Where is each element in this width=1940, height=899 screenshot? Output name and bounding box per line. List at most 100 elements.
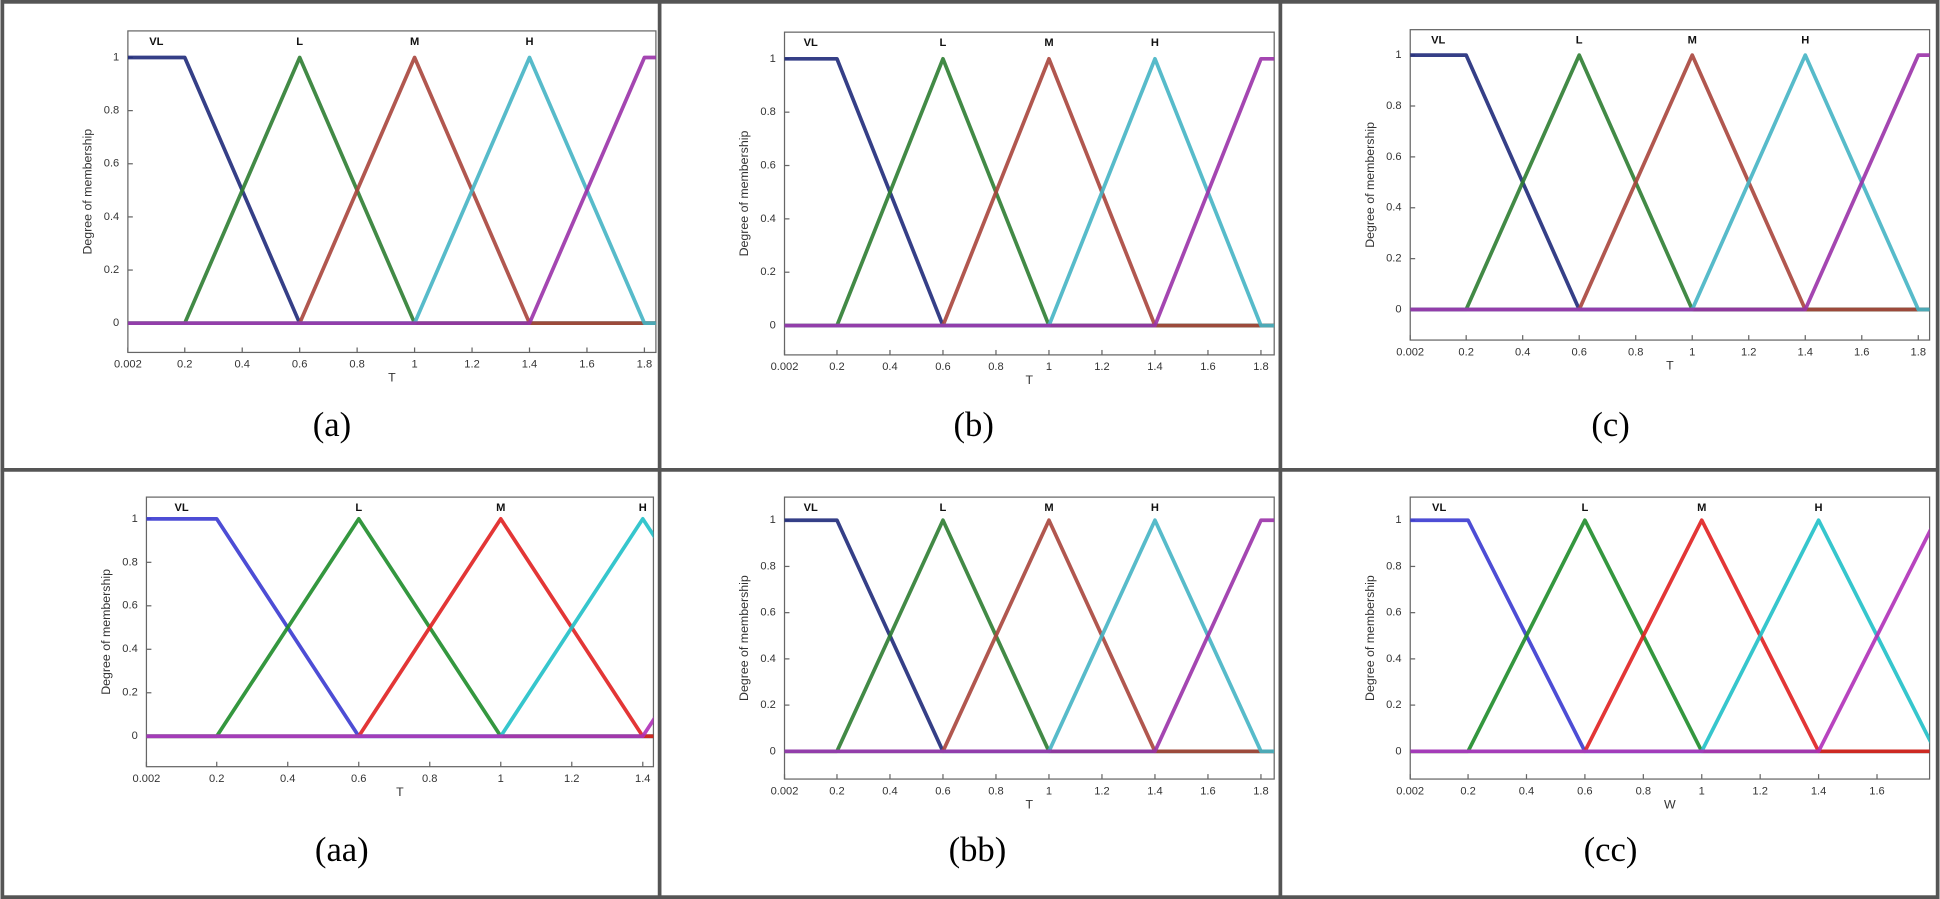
y-tick-label: 0.6	[760, 159, 775, 171]
series-label: L	[296, 36, 303, 48]
x-tick-label: 0.8	[422, 773, 437, 785]
series-label: VL	[1432, 502, 1446, 514]
y-tick-label: 0	[132, 730, 138, 742]
x-tick-label: 1.6	[1200, 361, 1215, 373]
caption: (cc)	[1584, 831, 1638, 869]
x-tick-label: 0.2	[1460, 785, 1475, 797]
y-tick-label: 0.8	[760, 560, 775, 572]
plot-area	[127, 30, 657, 354]
x-tick-label: 1	[498, 773, 504, 785]
x-tick-label: 1	[1699, 785, 1705, 797]
x-tick-label: 0.2	[177, 359, 192, 371]
y-tick-label: 0	[1395, 303, 1401, 315]
x-tick-label: 0.002	[771, 785, 799, 797]
y-tick-label: 0.2	[104, 264, 119, 276]
series-label: L	[940, 37, 947, 49]
y-tick-label: 0.4	[104, 211, 119, 223]
series-label: VL	[804, 502, 818, 514]
x-axis-label: W	[1664, 797, 1676, 811]
series-label: VL	[149, 36, 163, 48]
series-label: H	[1151, 502, 1159, 514]
x-tick-label: 1.4	[1798, 346, 1813, 358]
series-label: M	[1697, 502, 1706, 514]
x-tick-label: 0.2	[829, 785, 844, 797]
x-tick-label: 0.4	[234, 359, 249, 371]
caption: (b)	[954, 406, 994, 444]
plot-area	[1409, 29, 1931, 341]
y-tick-label: 0.4	[760, 653, 775, 665]
chart-panel: 0 0.2 0.4 0.6 0.8 1 0.002 0.2 0.4 0.6 0.8 1 1.2 1.4 1.…	[737, 496, 1275, 869]
y-tick-label: 0.2	[122, 687, 137, 699]
y-tick-label: 1	[770, 53, 776, 65]
x-tick-label: 0.4	[1519, 785, 1534, 797]
series-label: M	[1044, 37, 1053, 49]
plot-lines: VLLMHVH	[1410, 502, 1930, 754]
plot-area	[1409, 496, 1931, 780]
y-tick-label: 0.6	[1386, 151, 1401, 163]
caption: (a)	[313, 406, 351, 444]
plot-area	[783, 31, 1275, 356]
caption: (c)	[1591, 406, 1629, 444]
y-tick-label: 0.8	[1386, 560, 1401, 572]
x-tick-label: 1.8	[1253, 361, 1268, 373]
series-label: M	[1688, 35, 1697, 47]
x-tick-label: 0.4	[1515, 346, 1530, 358]
x-tick-label: 1.2	[464, 359, 479, 371]
x-tick-label: 0.6	[935, 785, 950, 797]
series-label: H	[639, 502, 647, 514]
y-axis-label: Degree of membership	[1363, 122, 1377, 248]
x-tick-label: 1	[1689, 346, 1695, 358]
x-tick-label: 1.6	[1854, 346, 1869, 358]
x-tick-label: 0.6	[351, 773, 366, 785]
membership-line	[1410, 53, 1930, 312]
y-axis-label: Degree of membership	[81, 129, 95, 255]
y-tick-label: 1	[1395, 49, 1401, 61]
chart-panel: 0 0.2 0.4 0.6 0.8 1 0.002 0.2 0.4 0.6 0.8 1 1.2 1.4 1.…	[1363, 29, 1931, 444]
y-tick-label: 0.8	[122, 556, 137, 568]
y-tick-label: 0.2	[1386, 253, 1401, 265]
y-axis-label: Degree of membership	[737, 575, 751, 701]
x-tick-label: 0.002	[114, 359, 142, 371]
plot-lines: VLLMHVH	[784, 37, 1275, 328]
x-tick-label: 0.2	[1458, 346, 1473, 358]
chart-panel: 0 0.2 0.4 0.6 0.8 1 0.002 0.2 0.4 0.6 0.8 1 1.2 1.4 1.…	[1363, 496, 1931, 869]
x-tick-label: 0.2	[829, 361, 844, 373]
x-tick-label: 0.6	[292, 359, 307, 371]
y-axis-label: Degree of membership	[99, 569, 113, 695]
x-tick-label: 1.6	[1869, 785, 1884, 797]
x-tick-label: 1.2	[1752, 785, 1767, 797]
x-tick-label: 0.8	[988, 785, 1003, 797]
x-tick-label: 1.6	[1200, 785, 1215, 797]
caption: (bb)	[949, 831, 1007, 869]
chart-panel: 0 0.2 0.4 0.6 0.8 1 0.002 0.2 0.4 0.6 0.8 1 1.2 1.4 T D…	[99, 496, 655, 869]
y-tick-label: 0.4	[1386, 653, 1401, 665]
plot-lines: VLLMHVH	[1410, 35, 1930, 312]
x-tick-label: 1.2	[564, 773, 579, 785]
y-tick-label: 1	[113, 51, 119, 63]
y-axis-label: Degree of membership	[737, 131, 751, 257]
x-tick-label: 1.4	[635, 773, 650, 785]
y-tick-label: 0	[1395, 745, 1401, 757]
x-axis-label: T	[396, 785, 404, 799]
series-label: L	[1582, 502, 1589, 514]
y-tick-label: 0.4	[122, 643, 137, 655]
y-tick-label: 0.8	[1386, 100, 1401, 112]
series-label: M	[1044, 502, 1053, 514]
y-tick-label: 0.2	[760, 266, 775, 278]
x-tick-label: 0.8	[349, 359, 364, 371]
plot-lines: VLLMHVH	[784, 502, 1275, 754]
y-tick-label: 1	[770, 514, 776, 526]
x-tick-label: 1	[411, 359, 417, 371]
x-tick-label: 1.8	[1911, 346, 1926, 358]
x-tick-label: 0.002	[1396, 785, 1424, 797]
y-tick-label: 0.4	[1386, 202, 1401, 214]
y-tick-label: 0.2	[1386, 699, 1401, 711]
series-label: H	[1151, 37, 1159, 49]
x-tick-label: 1.8	[1253, 785, 1268, 797]
y-tick-label: 0.6	[760, 607, 775, 619]
x-axis-label: T	[388, 371, 396, 385]
series-label: M	[410, 36, 419, 48]
plot-area	[783, 496, 1275, 780]
membership-line	[784, 56, 1275, 328]
